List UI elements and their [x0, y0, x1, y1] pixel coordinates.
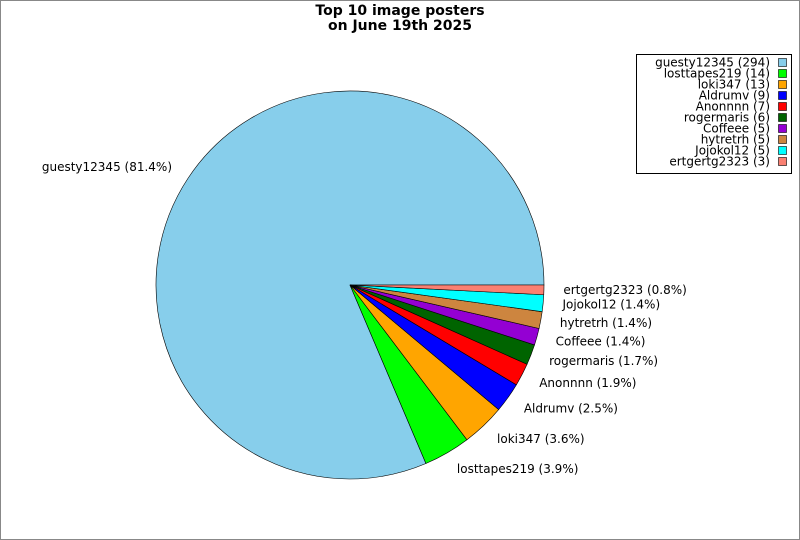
legend-swatch [778, 113, 787, 122]
chart-subtitle: on June 19th 2025 [328, 18, 472, 34]
legend-swatch [778, 80, 787, 89]
legend-label: losttapes219 (14) [664, 67, 770, 81]
slice-label: hytretrh (1.4%) [560, 316, 652, 330]
legend-label: guesty12345 (294) [655, 56, 770, 70]
legend-box [636, 54, 792, 174]
slice-label: loki347 (3.6%) [497, 432, 585, 446]
legend-label: Aldrumv (9) [699, 89, 770, 103]
legend-label: loki347 (13) [698, 78, 770, 92]
legend-label: Anonnnn (7) [696, 100, 770, 114]
legend-label: ertgertg2323 (3) [669, 155, 770, 169]
slice-label: Jojokol12 (1.4%) [561, 298, 660, 312]
slice-label: Coffeee (1.4%) [556, 334, 646, 348]
chart-title: Top 10 image posters [315, 3, 484, 19]
legend-swatch [778, 124, 787, 133]
slice-label: guesty12345 (81.4%) [42, 160, 172, 174]
legend-swatch [778, 69, 787, 78]
legend-swatch [778, 157, 787, 166]
legend-swatch [778, 135, 787, 144]
slice-label: losttapes219 (3.9%) [457, 462, 579, 476]
pie-slice [349, 284, 545, 296]
legend-swatch [778, 146, 787, 155]
legend-label: hytretrh (5) [701, 133, 770, 147]
slice-label: ertgertg2323 (0.8%) [563, 283, 686, 297]
legend-swatch [778, 91, 787, 100]
legend-swatch [778, 58, 787, 67]
slice-label: rogermaris (1.7%) [549, 354, 658, 368]
slice-label: Anonnnn (1.9%) [539, 376, 636, 390]
legend-label: Jojokol12 (5) [694, 144, 770, 158]
legend-swatch [778, 102, 787, 111]
legend-label: Coffeee (5) [703, 122, 770, 136]
slice-label: Aldrumv (2.5%) [524, 401, 618, 415]
legend-label: rogermaris (6) [684, 111, 770, 125]
